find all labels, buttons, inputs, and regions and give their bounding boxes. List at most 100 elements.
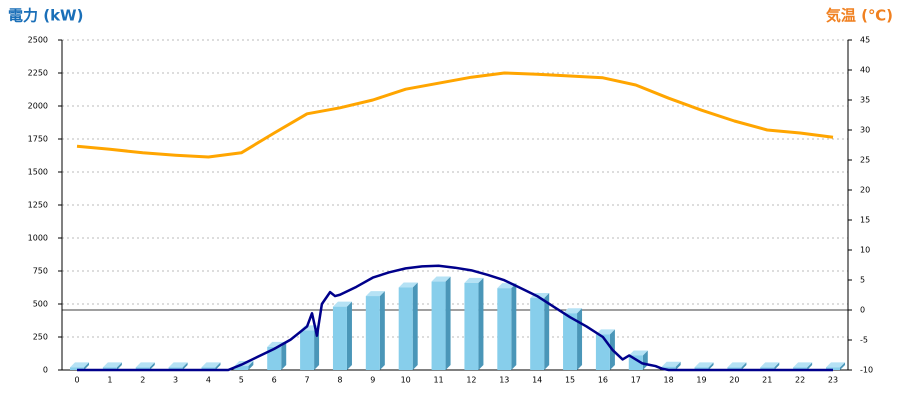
bar — [135, 367, 150, 370]
y2-tick-label: 45 — [860, 36, 870, 45]
x-tick-label: 19 — [696, 376, 706, 385]
x-tick-label: 7 — [305, 376, 310, 385]
x-tick-label: 21 — [762, 376, 772, 385]
y-tick-label: 500 — [33, 300, 48, 309]
bar-side — [149, 362, 155, 370]
bar-side — [741, 362, 747, 370]
y-tick-label: 250 — [33, 333, 48, 342]
bar — [563, 313, 578, 370]
x-tick-label: 15 — [565, 376, 575, 385]
x-tick-label: 1 — [107, 376, 112, 385]
x-tick-label: 16 — [598, 376, 608, 385]
bar-side — [84, 362, 89, 370]
y-tick-label: 2500 — [28, 36, 48, 45]
bar-side — [577, 308, 583, 370]
y-tick-label: 2250 — [28, 69, 48, 78]
y2-tick-label: 25 — [860, 156, 870, 165]
x-tick-label: 18 — [664, 376, 674, 385]
bar-top — [135, 362, 155, 368]
x-tick-label: 6 — [272, 376, 277, 385]
x-tick-label: 5 — [239, 376, 244, 385]
bar — [398, 287, 413, 370]
bar — [464, 282, 479, 370]
bar — [826, 367, 840, 370]
bar-top — [694, 362, 714, 368]
bar-top — [661, 361, 681, 367]
bar — [530, 298, 545, 370]
bar-top — [431, 276, 451, 282]
bar-side — [379, 291, 385, 370]
bar-top — [102, 362, 122, 368]
bar — [694, 367, 709, 370]
y2-tick-label: 30 — [860, 126, 870, 135]
bar-side — [182, 362, 188, 370]
y-axis-title: 電力 (kW) — [8, 7, 83, 25]
x-tick-label: 12 — [466, 376, 476, 385]
bar-top — [826, 362, 845, 368]
y2-tick-label: -10 — [860, 366, 873, 375]
x-tick-label: 10 — [401, 376, 411, 385]
bar-side — [840, 362, 845, 370]
y-tick-label: 1250 — [28, 201, 48, 210]
bar-top — [70, 362, 89, 368]
bar-side — [281, 341, 287, 370]
bar-side — [478, 277, 484, 370]
bar-top — [563, 308, 583, 314]
y-tick-label: 1500 — [28, 168, 48, 177]
x-tick-label: 4 — [206, 376, 211, 385]
bar — [332, 306, 347, 370]
bar — [102, 367, 117, 370]
x-tick-label: 20 — [729, 376, 739, 385]
bar — [267, 346, 282, 370]
x-tick-label: 17 — [631, 376, 641, 385]
x-tick-label: 13 — [499, 376, 509, 385]
y2-tick-label: -5 — [860, 336, 868, 345]
bar-side — [511, 283, 517, 370]
bar — [727, 367, 742, 370]
bar-top — [464, 277, 484, 283]
y2-tick-label: 20 — [860, 186, 870, 195]
y-tick-label: 1000 — [28, 234, 48, 243]
x-tick-label: 3 — [173, 376, 178, 385]
x-tick-label: 9 — [370, 376, 375, 385]
y2-tick-label: 35 — [860, 96, 870, 105]
y-tick-label: 0 — [43, 366, 48, 375]
y-tick-label: 750 — [33, 267, 48, 276]
bar — [628, 355, 643, 370]
line-series — [76, 71, 834, 159]
bar — [497, 288, 512, 370]
bar-side — [675, 361, 681, 370]
bar-top — [595, 329, 615, 335]
y2-tick-label: 40 — [860, 66, 870, 75]
x-tick-label: 11 — [433, 376, 443, 385]
bar — [595, 334, 610, 370]
bar-side — [412, 282, 418, 370]
bar-top — [365, 291, 385, 297]
bar-top — [332, 301, 352, 307]
bar-side — [248, 361, 254, 370]
bar-side — [807, 362, 813, 370]
bar — [201, 367, 216, 370]
bar-side — [774, 362, 780, 370]
bar — [234, 366, 249, 370]
y2-tick-label: 10 — [860, 246, 870, 255]
bar-side — [445, 276, 451, 370]
y2-tick-label: 15 — [860, 216, 870, 225]
bar-top — [168, 362, 188, 368]
bar-side — [544, 293, 550, 370]
bar-side — [116, 362, 122, 370]
x-tick-label: 0 — [74, 376, 79, 385]
bar-side — [346, 301, 352, 370]
y2-tick-label: 5 — [860, 276, 865, 285]
bar — [300, 330, 315, 370]
y-tick-label: 2000 — [28, 102, 48, 111]
y-tick-label: 1750 — [28, 135, 48, 144]
bar — [70, 367, 84, 370]
bar — [760, 367, 775, 370]
x-tick-label: 22 — [795, 376, 805, 385]
y2-axis-title: 気温 (℃) — [826, 7, 893, 25]
bar-top — [760, 362, 780, 368]
x-tick-label: 14 — [532, 376, 542, 385]
bar — [168, 367, 183, 370]
